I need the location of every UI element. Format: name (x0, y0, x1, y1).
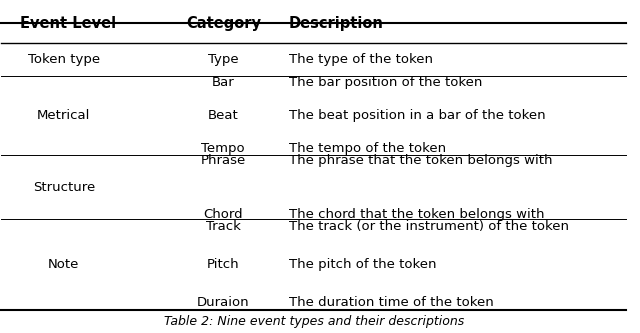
Text: Bar: Bar (212, 76, 235, 89)
Text: Track: Track (206, 220, 241, 233)
Text: Duraion: Duraion (197, 296, 250, 309)
Text: Table 2: Nine event types and their descriptions: Table 2: Nine event types and their desc… (164, 315, 464, 328)
Text: Event Level: Event Level (20, 16, 116, 31)
Text: The duration time of the token: The duration time of the token (289, 296, 493, 309)
Text: Type: Type (208, 53, 239, 66)
Text: The beat position in a bar of the token: The beat position in a bar of the token (289, 109, 545, 122)
Text: The type of the token: The type of the token (289, 53, 433, 66)
Text: The pitch of the token: The pitch of the token (289, 258, 436, 271)
Text: Structure: Structure (33, 180, 95, 193)
Text: The bar position of the token: The bar position of the token (289, 76, 483, 89)
Text: Description: Description (289, 16, 384, 31)
Text: Note: Note (48, 258, 79, 271)
Text: Tempo: Tempo (202, 142, 245, 155)
Text: Category: Category (186, 16, 260, 31)
Text: The tempo of the token: The tempo of the token (289, 142, 446, 155)
Text: Metrical: Metrical (37, 109, 91, 122)
Text: Chord: Chord (204, 208, 243, 221)
Text: Token type: Token type (28, 53, 100, 66)
Text: The phrase that the token belongs with: The phrase that the token belongs with (289, 154, 552, 166)
Text: Pitch: Pitch (207, 258, 239, 271)
Text: Phrase: Phrase (201, 154, 246, 166)
Text: The track (or the instrument) of the token: The track (or the instrument) of the tok… (289, 220, 569, 233)
Text: Beat: Beat (208, 109, 239, 122)
Text: The chord that the token belongs with: The chord that the token belongs with (289, 208, 545, 221)
